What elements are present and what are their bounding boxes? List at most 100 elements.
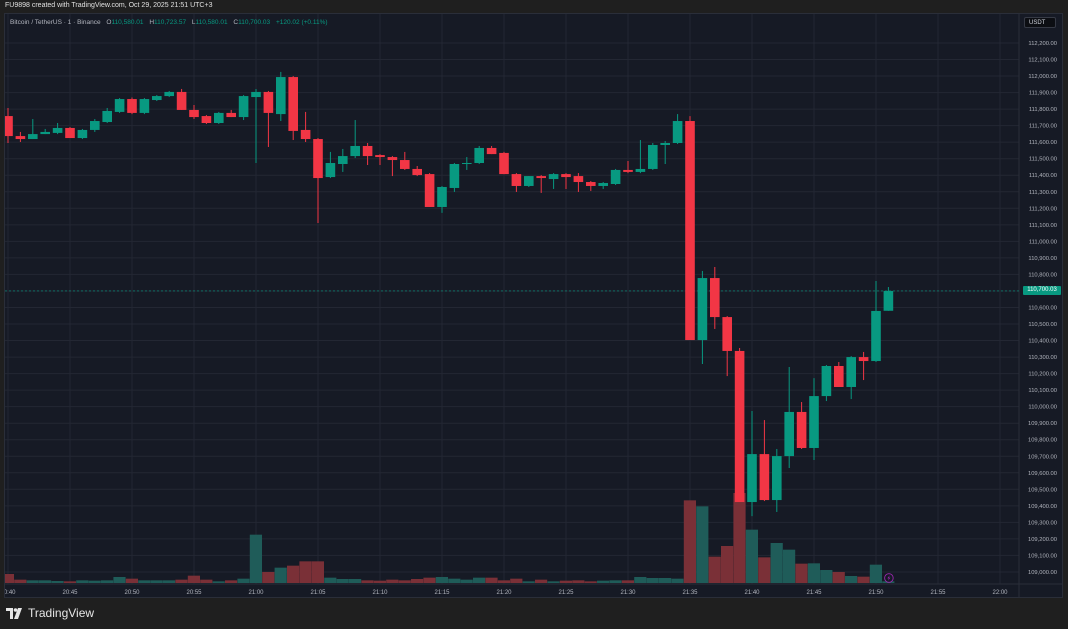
candle-up[interactable] <box>598 183 608 186</box>
candle-up[interactable] <box>747 454 757 503</box>
price-axis-label: 111,500.00 <box>1029 157 1057 163</box>
candle-up[interactable] <box>635 168 646 172</box>
candle-down[interactable] <box>796 411 807 448</box>
volume-bar <box>14 579 27 583</box>
candle-up[interactable] <box>871 310 881 362</box>
candle-up[interactable] <box>152 96 162 101</box>
candle-down[interactable] <box>176 91 187 110</box>
candle-up[interactable] <box>52 127 63 133</box>
candle-up[interactable] <box>772 456 782 501</box>
close-value: 110,700.03 <box>238 19 271 26</box>
candle-up[interactable] <box>276 77 286 115</box>
candle-down[interactable] <box>412 168 422 176</box>
candle-up[interactable] <box>164 91 174 97</box>
volume-bar <box>138 580 151 583</box>
candle-up[interactable] <box>338 156 348 164</box>
candle-up[interactable] <box>437 186 447 207</box>
volume-bar <box>659 578 672 583</box>
candle-down[interactable] <box>722 317 732 351</box>
candle-down[interactable] <box>288 77 298 131</box>
candle-down[interactable] <box>226 112 236 118</box>
volume-bar <box>299 561 312 583</box>
candle-up[interactable] <box>610 169 621 185</box>
candle-up[interactable] <box>449 163 460 188</box>
candle-down[interactable] <box>511 174 522 186</box>
candle-down[interactable] <box>499 152 509 175</box>
candle-down[interactable] <box>424 174 435 207</box>
candle-up[interactable] <box>251 91 261 98</box>
time-axis-label: 21:50 <box>868 590 884 596</box>
price-axis-label: 110,500.00 <box>1028 322 1057 328</box>
candle-down[interactable] <box>486 147 497 155</box>
candle-down[interactable] <box>623 169 633 172</box>
candle-up[interactable] <box>883 290 894 311</box>
candle-up[interactable] <box>548 174 559 180</box>
price-axis-label: 109,300.00 <box>1028 520 1057 526</box>
candle-up[interactable] <box>90 121 100 130</box>
price-axis-label: 110,300.00 <box>1028 355 1057 361</box>
candle-up[interactable] <box>114 99 125 112</box>
candle-up[interactable] <box>77 129 88 139</box>
candle-up[interactable] <box>214 112 224 124</box>
candle-down[interactable] <box>573 176 584 183</box>
tradingview-logo[interactable]: TradingView <box>6 606 94 620</box>
candle-down[interactable] <box>362 145 373 157</box>
candlestick-chart[interactable]: 112,200.00 112,100.00 112,000.00 111,900.00… <box>5 14 1063 598</box>
candle-up[interactable] <box>784 411 794 457</box>
candle-up[interactable] <box>40 131 50 135</box>
candle-down[interactable] <box>375 155 385 158</box>
candle-down[interactable] <box>734 350 745 503</box>
candle-up[interactable] <box>28 134 38 140</box>
candle-up[interactable] <box>672 121 683 144</box>
candle-up[interactable] <box>809 396 819 448</box>
volume-bar <box>609 580 622 583</box>
candle-down[interactable] <box>536 176 546 179</box>
candle-up[interactable] <box>648 144 658 169</box>
time-axis-label: 21:45 <box>806 590 822 596</box>
candle-down[interactable] <box>685 121 695 341</box>
candle-up[interactable] <box>846 357 856 387</box>
candle-down[interactable] <box>387 157 398 161</box>
candle-up[interactable] <box>660 143 670 145</box>
candle-up[interactable] <box>102 110 112 123</box>
candle-down[interactable] <box>858 357 869 362</box>
candle-down[interactable] <box>127 99 137 113</box>
candle-down[interactable] <box>15 136 26 140</box>
chart-pane[interactable]: 112,200.00 112,100.00 112,000.00 111,900.00… <box>4 13 1063 598</box>
candle-down[interactable] <box>561 174 571 178</box>
volume-bar <box>39 580 52 583</box>
candle-up[interactable] <box>697 278 708 341</box>
volume-bar <box>287 565 300 583</box>
currency-unit-button[interactable]: USDT <box>1024 17 1056 28</box>
last-price-label: 110,700.03 <box>1023 286 1061 296</box>
time-axis-label: 21:35 <box>682 590 698 596</box>
candle-down[interactable] <box>300 129 311 140</box>
candle-up[interactable] <box>139 99 150 113</box>
candle-down[interactable] <box>201 116 212 124</box>
candle-up[interactable] <box>350 145 360 157</box>
price-axis-label: 110,900.00 <box>1028 256 1057 262</box>
candle-down[interactable] <box>759 454 770 501</box>
symbol-title[interactable]: Bitcoin / TetherUS · 1 · Binance <box>10 19 101 26</box>
candle-down[interactable] <box>5 116 13 137</box>
volume-bar <box>51 581 64 583</box>
candle-down[interactable] <box>586 182 596 186</box>
candle-up[interactable] <box>821 365 832 397</box>
volume-bar <box>398 580 411 583</box>
candle-up[interactable] <box>238 96 249 118</box>
candle-down[interactable] <box>834 365 844 387</box>
candle-down[interactable] <box>189 109 199 118</box>
candle-down[interactable] <box>263 91 274 113</box>
volume-bar <box>76 580 89 583</box>
volume-bar <box>200 579 213 583</box>
candle-up[interactable] <box>524 176 534 186</box>
candle-down[interactable] <box>65 127 75 139</box>
candle-up[interactable] <box>474 147 484 164</box>
candle-down[interactable] <box>710 278 720 318</box>
volume-bar <box>5 574 14 583</box>
volume-bar <box>559 580 572 583</box>
candle-down[interactable] <box>313 139 323 179</box>
candle-down[interactable] <box>400 160 410 169</box>
candle-up[interactable] <box>325 163 336 178</box>
candle-up[interactable] <box>462 163 472 165</box>
